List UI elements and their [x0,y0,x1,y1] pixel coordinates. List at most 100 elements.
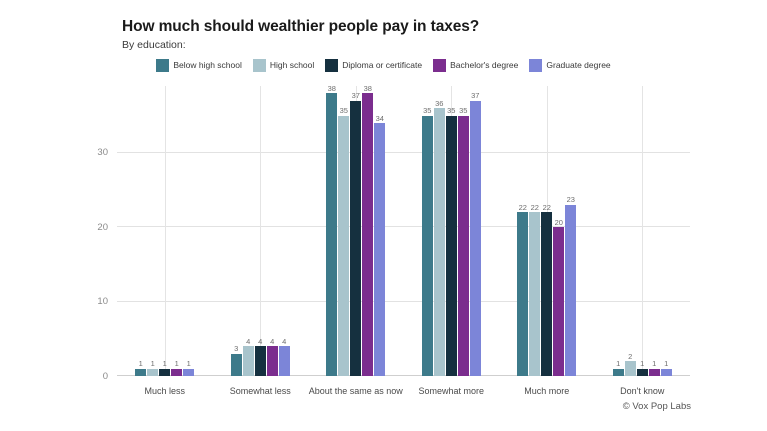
bar[interactable]: 35 [421,107,433,376]
bar-value-label: 3 [234,344,239,354]
bar-rect [457,115,469,376]
bar-rect [171,368,183,376]
plot-area: 0 10 20 30 1 1 1 1 1 Much less 3 4 4 4 4 Somewhat less 3… [97,85,690,396]
bar-rect [541,212,553,376]
x-axis-category-label: Much less [144,386,186,396]
x-axis-category-label: Much more [524,386,570,396]
bar-rect [147,368,159,376]
gridline-horizontal [117,300,690,302]
bar[interactable]: 1 [171,360,183,376]
bar-rect [660,368,672,376]
legend-item-label: Below high school [173,60,242,71]
bar-rect [529,212,541,376]
bar-value-label: 22 [542,202,551,212]
bar-rect [624,361,636,376]
y-axis-tick-label: 10 [97,295,108,307]
legend-swatch-icon [433,59,447,72]
bar-value-label: 37 [471,91,480,101]
bar[interactable]: 1 [612,360,624,376]
bar[interactable]: 35 [338,107,350,376]
bar-group: 35 36 35 35 37 [404,86,500,376]
bar[interactable]: 38 [362,85,374,376]
legend-item[interactable]: Bachelor's degree [433,59,518,72]
bar-rect [242,346,254,376]
bar[interactable]: 1 [159,360,171,376]
bar-value-label: 4 [270,336,275,346]
bar[interactable]: 1 [660,360,672,376]
bar-rect [135,368,147,376]
bar-rect [362,93,374,376]
chart-title: How much should wealthier people pay in … [122,18,480,35]
bar[interactable]: 1 [135,360,147,376]
x-axis-category-label: Somewhat more [418,386,485,396]
bar-rect [159,368,171,376]
bar-rect [469,100,481,376]
bar-value-label: 1 [640,359,645,369]
bar-rect [433,108,445,376]
gridline-vertical [642,86,644,376]
bar-rect [421,115,433,376]
bar[interactable]: 4 [278,338,290,376]
bar-rect [648,368,660,376]
y-axis-tick-label: 30 [97,147,108,159]
gridline-vertical [260,86,262,376]
bar[interactable]: 1 [648,360,660,376]
bar-rect [445,115,457,376]
bar[interactable]: 22 [529,204,541,376]
bar[interactable]: 23 [565,196,577,376]
bar[interactable]: 4 [254,338,266,376]
bar[interactable]: 36 [433,100,445,376]
bar-rect [612,368,624,376]
x-axis-category-label: About the same as now [308,386,403,396]
bar-rect [338,115,350,376]
bar[interactable]: 1 [636,360,648,376]
legend-swatch-icon [252,59,266,72]
bar-value-label: 1 [174,359,179,369]
x-axis-category-label: Somewhat less [229,386,291,396]
bar-value-label: 1 [150,359,155,369]
legend-item[interactable]: High school [252,59,315,72]
bar[interactable]: 38 [326,85,338,376]
gridline-horizontal [117,226,690,228]
bar[interactable]: 4 [266,338,278,376]
legend-item-label: High school [269,60,315,71]
bar-rect [266,346,278,376]
bar-value-label: 36 [435,98,444,108]
bar[interactable]: 1 [147,360,159,376]
bar[interactable]: 35 [457,107,469,376]
y-axis-tick-label: 20 [97,221,108,233]
y-axis-tick-label: 0 [102,370,108,382]
bar[interactable]: 2 [624,353,636,376]
bar[interactable]: 3 [230,345,242,376]
bar-value-label: 37 [351,91,360,101]
legend-swatch-icon [529,59,543,72]
bar-value-label: 20 [554,217,563,227]
bar-value-label: 38 [327,83,336,93]
bar-value-label: 1 [616,359,621,369]
bar[interactable]: 22 [517,204,529,376]
gridline-vertical [164,86,166,376]
bar[interactable]: 1 [183,360,195,376]
legend-item[interactable]: Diploma or certificate [325,59,422,72]
legend-item-label: Diploma or certificate [342,60,423,71]
bar[interactable]: 37 [469,92,481,376]
bar[interactable]: 35 [445,107,457,376]
legend-swatch-icon [325,59,339,72]
legend-item[interactable]: Below high school [156,59,242,72]
bar[interactable]: 37 [350,92,362,376]
bar[interactable]: 34 [374,115,386,376]
bar-rect [374,123,386,376]
bar[interactable]: 22 [541,204,553,376]
bar-rect [565,204,577,376]
bar-rect [326,93,338,376]
chart-header: How much should wealthier people pay in … [122,18,742,51]
bar-rect [183,368,195,376]
attribution-label: © Vox Pop Labs [622,400,691,412]
bar[interactable]: 20 [553,219,565,376]
bar[interactable]: 4 [242,338,254,376]
legend-item[interactable]: Graduate degree [529,59,611,72]
legend-item-label: Bachelor's degree [450,60,519,71]
